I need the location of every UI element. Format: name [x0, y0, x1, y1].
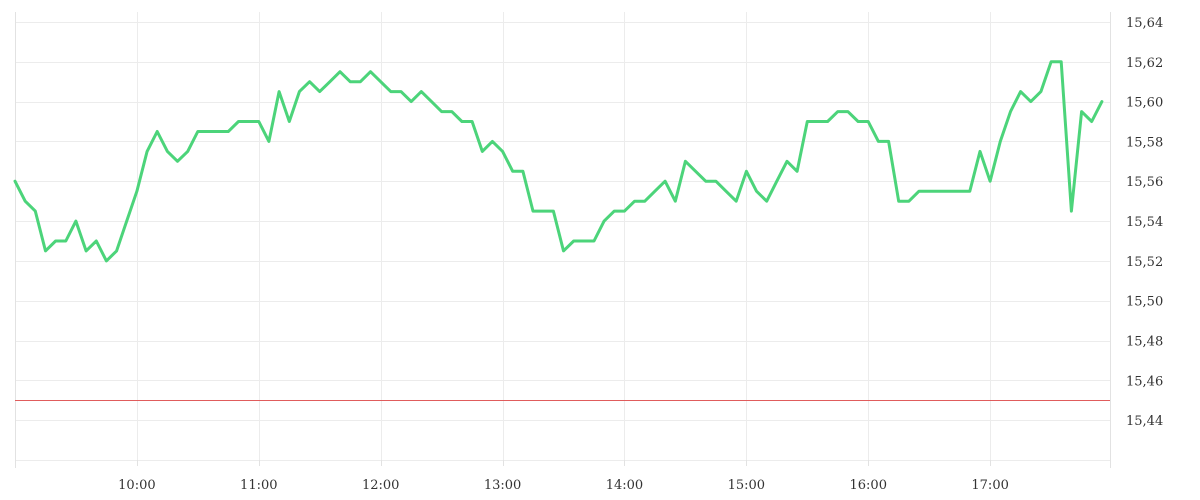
y-tick-label: 15,52 — [1126, 255, 1163, 270]
x-tick-label: 15:00 — [728, 478, 765, 493]
grid — [15, 12, 1110, 461]
y-tick-label: 15,60 — [1126, 96, 1163, 111]
y-tick-label: 15,54 — [1126, 215, 1163, 230]
y-tick-label: 15,56 — [1126, 175, 1163, 190]
y-tick-label: 15,44 — [1126, 414, 1163, 429]
y-tick-label: 15,58 — [1126, 135, 1163, 150]
x-tick-label: 13:00 — [484, 478, 521, 493]
x-tick-label: 12:00 — [362, 478, 399, 493]
x-tick-label: 17:00 — [971, 478, 1008, 493]
y-tick-label: 15,62 — [1126, 56, 1163, 71]
y-tick-label: 15,64 — [1126, 16, 1163, 31]
tick-labels: 15,44 15,46 15,48 15,50 15,52 15,54 15,56 15,58… — [118, 16, 1163, 493]
series-line — [13, 60, 1104, 263]
series-group — [13, 60, 1104, 263]
y-tick-label: 15,48 — [1126, 335, 1163, 350]
x-tick-label: 11:00 — [240, 478, 277, 493]
y-tick-label: 15,46 — [1126, 374, 1163, 389]
x-tick-label: 16:00 — [850, 478, 887, 493]
x-tick-label: 10:00 — [118, 478, 155, 493]
y-tick-label: 15,50 — [1126, 295, 1163, 310]
x-tick-label: 14:00 — [606, 478, 643, 493]
axes — [15, 12, 1111, 468]
